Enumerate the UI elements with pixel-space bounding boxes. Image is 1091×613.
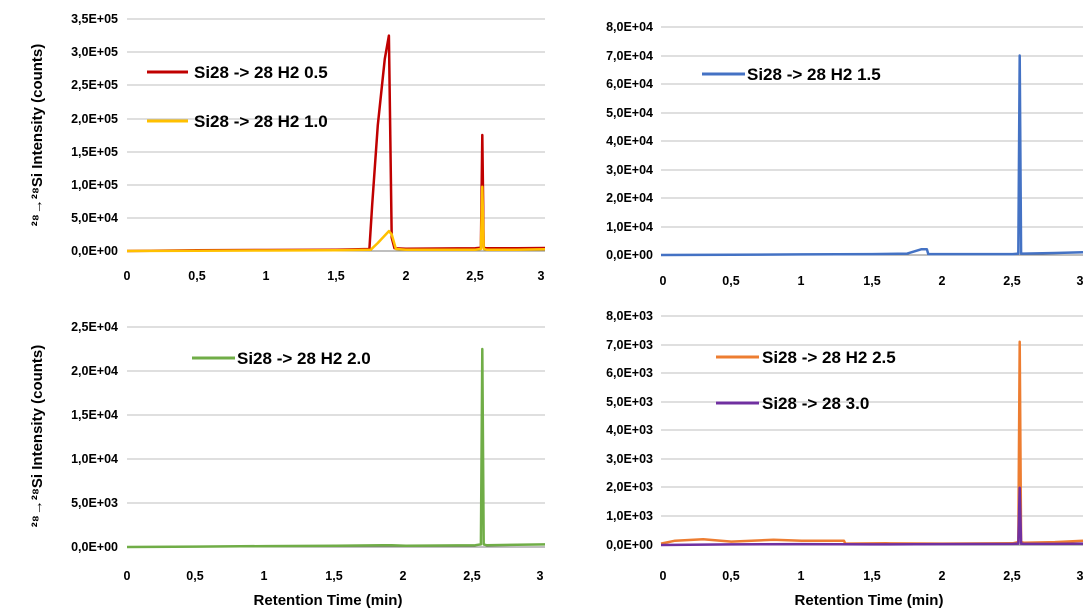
y-tick-label: 3,5E+05: [71, 12, 118, 26]
panel-3-gridlines: [127, 326, 545, 504]
series-line-si28-h2-1-0: [126, 185, 546, 253]
y-tick-label: 1,0E+04: [606, 220, 653, 234]
panel-4: 0,0E+00 1,0E+03 2,0E+03 3,0E+03 4,0E+03 …: [606, 309, 1083, 609]
panel-2-y-ticks: 0,0E+00 1,0E+04 2,0E+04 3,0E+04 4,0E+04 …: [606, 20, 653, 262]
y-tick-label: 1,5E+05: [71, 145, 118, 159]
series-line-si28-h2-2-0: [126, 347, 546, 549]
y-tick-label: 5,0E+03: [71, 496, 118, 510]
panel-3-y-axis-title: ²⁸→²⁸Si Intensity (counts): [29, 345, 46, 528]
panel-4-gridlines: [661, 315, 1083, 517]
panel-3-legend: Si28 -> 28 H2 2.0: [192, 349, 371, 368]
x-tick-label: 0: [124, 269, 131, 283]
x-tick-label: 0: [660, 274, 667, 288]
panel-1-y-ticks: 0,0E+00 5,0E+04 1,0E+05 1,5E+05 2,0E+05 …: [71, 12, 118, 258]
x-tick-label: 0,5: [188, 269, 205, 283]
panel-1-y-axis-title: ²⁸→²⁸Si Intensity (counts): [29, 44, 46, 227]
panel-4-x-ticks: 0 0,5 1 1,5 2 2,5 3: [660, 569, 1084, 583]
series-line-si28-h2-1-5: [660, 54, 1084, 257]
y-tick-label: 1,0E+05: [71, 178, 118, 192]
panel-3-y-ticks: 0,0E+00 5,0E+03 1,0E+04 1,5E+04 2,0E+04 …: [71, 320, 118, 554]
legend-entry-si28-h2-2-5: Si28 -> 28 H2 2.5: [762, 348, 896, 367]
y-tick-label: 5,0E+04: [606, 106, 653, 120]
x-tick-label: 0,5: [722, 569, 739, 583]
legend-entry-si28-h2-0-5: Si28 -> 28 H2 0.5: [194, 63, 328, 82]
panel-2-gridlines: [661, 26, 1083, 228]
panel-3-series: [126, 347, 546, 549]
y-tick-label: 0,0E+00: [606, 248, 653, 262]
x-tick-label: 0: [124, 569, 131, 583]
series-line-si28-3-0: [660, 486, 1084, 547]
x-tick-label: 3: [538, 269, 545, 283]
y-tick-label: 2,0E+04: [606, 191, 653, 205]
legend-entry-si28-h2-2-0: Si28 -> 28 H2 2.0: [237, 349, 371, 368]
y-tick-label: 2,0E+05: [71, 112, 118, 126]
x-tick-label: 1,5: [863, 274, 880, 288]
y-tick-label: 0,0E+00: [71, 540, 118, 554]
panel-1: 0,0E+00 5,0E+04 1,0E+05 1,5E+05 2,0E+05 …: [29, 12, 546, 283]
y-tick-label: 8,0E+03: [606, 309, 653, 323]
panel-3-x-axis-title: Retention Time (min): [254, 592, 403, 609]
x-tick-label: 3: [537, 569, 544, 583]
x-tick-label: 2: [939, 274, 946, 288]
legend-entry-si28-h2-1-0: Si28 -> 28 H2 1.0: [194, 112, 328, 131]
x-tick-label: 0,5: [186, 569, 203, 583]
x-tick-label: 0: [660, 569, 667, 583]
panel-2-legend: Si28 -> 28 H2 1.5: [702, 65, 881, 84]
y-tick-label: 7,0E+04: [606, 49, 653, 63]
x-tick-label: 1: [798, 569, 805, 583]
y-tick-label: 4,0E+04: [606, 134, 653, 148]
panel-3-x-ticks: 0 0,5 1 1,5 2 2,5 3: [124, 569, 544, 583]
y-tick-label: 1,0E+04: [71, 452, 118, 466]
panel-2-x-ticks: 0 0,5 1 1,5 2 2,5 3: [660, 274, 1084, 288]
x-tick-label: 2,5: [463, 569, 480, 583]
x-tick-label: 2: [939, 569, 946, 583]
y-tick-label: 5,0E+04: [71, 211, 118, 225]
y-tick-label: 3,0E+04: [606, 163, 653, 177]
x-tick-label: 3: [1077, 274, 1084, 288]
x-tick-label: 1: [261, 569, 268, 583]
panel-2-series: [660, 54, 1084, 257]
legend-entry-si28-h2-1-5: Si28 -> 28 H2 1.5: [747, 65, 881, 84]
y-tick-label: 8,0E+04: [606, 20, 653, 34]
panel-2: 0,0E+00 1,0E+04 2,0E+04 3,0E+04 4,0E+04 …: [606, 20, 1083, 288]
y-tick-label: 5,0E+03: [606, 395, 653, 409]
x-tick-label: 1: [263, 269, 270, 283]
y-tick-label: 0,0E+00: [606, 538, 653, 552]
x-tick-label: 2,5: [1003, 569, 1020, 583]
x-tick-label: 3: [1077, 569, 1084, 583]
panel-1-gridlines: [127, 18, 545, 219]
x-tick-label: 1,5: [327, 269, 344, 283]
panel-3: 0,0E+00 5,0E+03 1,0E+04 1,5E+04 2,0E+04 …: [29, 320, 546, 609]
panel-4-x-axis-title: Retention Time (min): [795, 592, 944, 609]
panel-4-legend: Si28 -> 28 H2 2.5 Si28 -> 28 3.0: [716, 348, 896, 413]
x-tick-label: 2,5: [1003, 274, 1020, 288]
y-tick-label: 2,5E+05: [71, 78, 118, 92]
y-tick-label: 1,0E+03: [606, 509, 653, 523]
y-tick-label: 6,0E+03: [606, 366, 653, 380]
panel-4-y-ticks: 0,0E+00 1,0E+03 2,0E+03 3,0E+03 4,0E+03 …: [606, 309, 653, 552]
y-tick-label: 2,5E+04: [71, 320, 118, 334]
y-tick-label: 4,0E+03: [606, 423, 653, 437]
x-tick-label: 2,5: [466, 269, 483, 283]
y-tick-label: 0,0E+00: [71, 244, 118, 258]
x-tick-label: 2: [403, 269, 410, 283]
y-tick-label: 3,0E+05: [71, 45, 118, 59]
panel-1-series: [126, 34, 546, 253]
y-tick-label: 3,0E+03: [606, 452, 653, 466]
y-tick-label: 1,5E+04: [71, 408, 118, 422]
legend-entry-si28-3-0: Si28 -> 28 3.0: [762, 394, 869, 413]
panel-4-series: [660, 340, 1084, 547]
y-tick-label: 7,0E+03: [606, 338, 653, 352]
panel-1-x-ticks: 0 0,5 1 1,5 2 2,5 3: [124, 269, 545, 283]
x-tick-label: 1: [798, 274, 805, 288]
x-tick-label: 1,5: [325, 569, 342, 583]
y-tick-label: 2,0E+03: [606, 480, 653, 494]
panel-1-legend: Si28 -> 28 H2 0.5 Si28 -> 28 H2 1.0: [147, 63, 328, 131]
y-tick-label: 2,0E+04: [71, 364, 118, 378]
x-tick-label: 1,5: [863, 569, 880, 583]
x-tick-label: 2: [400, 569, 407, 583]
x-tick-label: 0,5: [722, 274, 739, 288]
y-tick-label: 6,0E+04: [606, 77, 653, 91]
